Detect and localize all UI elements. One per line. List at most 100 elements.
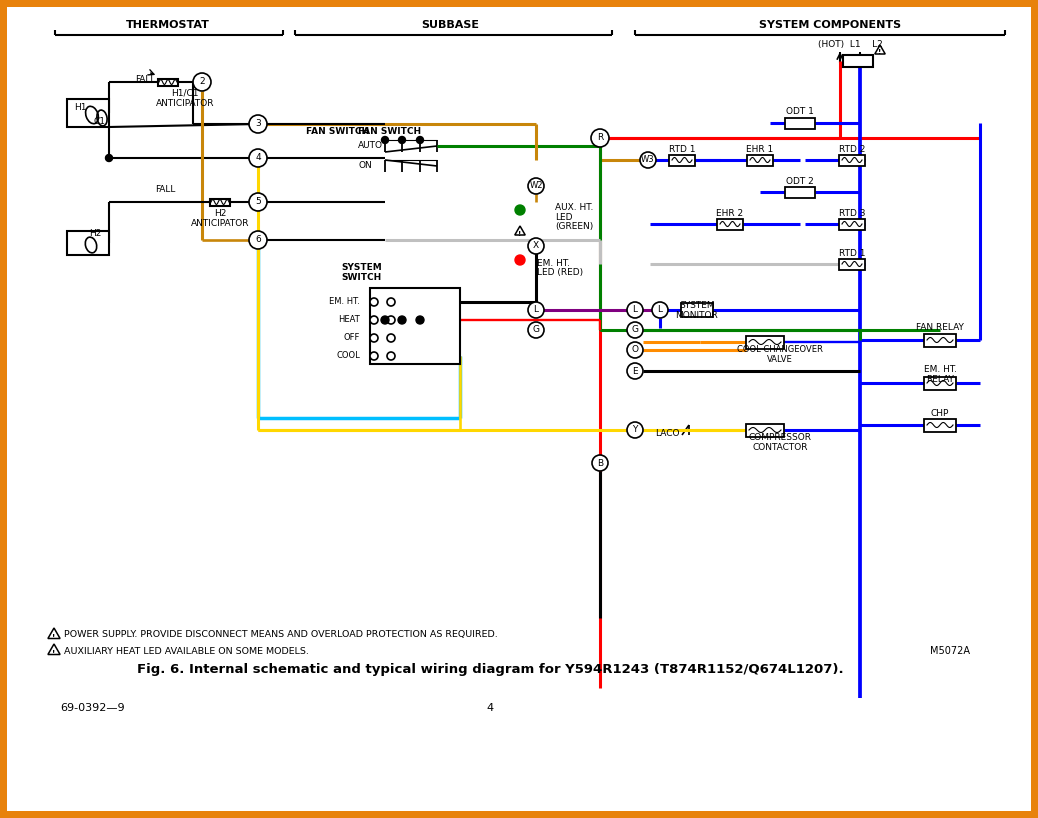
Text: 2: 2 (199, 78, 204, 87)
Text: EHR 2: EHR 2 (716, 209, 743, 218)
Text: LED (RED): LED (RED) (537, 268, 583, 277)
Text: O: O (631, 345, 638, 354)
Polygon shape (48, 628, 60, 639)
Bar (370, 288, 460, 364)
Circle shape (627, 322, 643, 338)
Bar (670, 155, 695, 165)
Text: 5: 5 (255, 197, 261, 206)
Text: ANTICIPATOR: ANTICIPATOR (191, 218, 249, 227)
Text: 4: 4 (487, 703, 493, 713)
Text: RTD 1: RTD 1 (839, 249, 866, 258)
Bar (67, 231, 109, 255)
Bar (924, 419, 956, 432)
Text: MONITOR: MONITOR (676, 311, 718, 320)
Text: Y: Y (632, 425, 637, 434)
Circle shape (387, 352, 395, 360)
Text: 6: 6 (255, 236, 261, 245)
Circle shape (387, 316, 395, 324)
Circle shape (249, 193, 267, 211)
Text: H2: H2 (214, 209, 226, 218)
Bar (924, 334, 956, 347)
Circle shape (627, 342, 643, 358)
Text: POWER SUPPLY. PROVIDE DISCONNECT MEANS AND OVERLOAD PROTECTION AS REQUIRED.: POWER SUPPLY. PROVIDE DISCONNECT MEANS A… (64, 631, 498, 640)
Circle shape (515, 255, 525, 265)
Circle shape (528, 302, 544, 318)
Bar (210, 199, 230, 205)
Circle shape (528, 238, 544, 254)
Circle shape (106, 155, 112, 161)
Bar (746, 424, 784, 437)
Polygon shape (875, 45, 885, 54)
Circle shape (387, 298, 395, 306)
Circle shape (652, 302, 668, 318)
Text: B: B (597, 459, 603, 468)
Text: AUTO: AUTO (357, 142, 382, 151)
Text: AUX. HT.: AUX. HT. (555, 204, 594, 213)
Circle shape (249, 231, 267, 249)
Text: !: ! (52, 649, 56, 656)
Text: H1/C1: H1/C1 (171, 88, 198, 97)
Text: COOL: COOL (336, 352, 360, 361)
Circle shape (399, 137, 406, 143)
Text: G: G (631, 326, 638, 335)
Bar (785, 118, 815, 128)
Circle shape (416, 137, 424, 143)
Bar (839, 218, 865, 230)
Text: W3: W3 (641, 155, 655, 164)
Text: FALL: FALL (135, 75, 156, 84)
Circle shape (627, 363, 643, 379)
Bar (924, 376, 956, 389)
Text: W2: W2 (529, 182, 543, 191)
Polygon shape (48, 644, 60, 654)
Text: AUXILIARY HEAT LED AVAILABLE ON SOME MODELS.: AUXILIARY HEAT LED AVAILABLE ON SOME MOD… (64, 646, 309, 655)
Text: LED: LED (555, 213, 573, 222)
Text: OFF: OFF (344, 334, 360, 343)
Bar (67, 99, 109, 127)
Bar (158, 79, 177, 86)
Text: ODT 2: ODT 2 (786, 177, 814, 186)
Text: COMPRESSOR: COMPRESSOR (748, 434, 812, 443)
Text: FAN RELAY: FAN RELAY (917, 323, 964, 332)
Circle shape (591, 129, 609, 147)
Text: VALVE: VALVE (767, 354, 793, 363)
Bar (681, 303, 713, 317)
Circle shape (627, 422, 643, 438)
Text: H1: H1 (74, 104, 86, 113)
Text: Fig. 6. Internal schematic and typical wiring diagram for Y594R1243 (T874R1152/Q: Fig. 6. Internal schematic and typical w… (137, 663, 843, 676)
Circle shape (193, 73, 211, 91)
Circle shape (515, 205, 525, 215)
Text: L: L (657, 305, 662, 314)
Text: !: ! (878, 50, 881, 56)
Text: FAN SWITCH: FAN SWITCH (358, 128, 421, 137)
Text: ON: ON (358, 161, 372, 170)
Text: R: R (597, 133, 603, 142)
Circle shape (106, 155, 112, 161)
Text: M5072A: M5072A (930, 646, 969, 656)
Circle shape (382, 137, 388, 143)
Text: RTD 3: RTD 3 (839, 209, 866, 218)
Circle shape (387, 334, 395, 342)
Text: EM. HT.: EM. HT. (924, 366, 956, 375)
Text: LACO: LACO (655, 429, 679, 438)
Bar (746, 335, 784, 348)
Text: E: E (632, 366, 637, 375)
Text: FALL: FALL (155, 186, 175, 195)
Text: SYSTEM: SYSTEM (679, 302, 715, 311)
Text: RTD 2: RTD 2 (839, 145, 866, 154)
Bar (843, 55, 873, 67)
Text: SYSTEM COMPONENTS: SYSTEM COMPONENTS (759, 20, 901, 30)
Circle shape (398, 316, 406, 324)
Circle shape (528, 178, 544, 194)
Text: G: G (532, 326, 540, 335)
Text: SYSTEM: SYSTEM (342, 263, 382, 272)
Text: EM. HT.: EM. HT. (329, 298, 360, 307)
Circle shape (370, 298, 378, 306)
Text: THERMOSTAT: THERMOSTAT (126, 20, 210, 30)
Text: L: L (632, 305, 637, 314)
Text: ODT 1: ODT 1 (786, 107, 814, 116)
Bar (785, 187, 815, 197)
Text: H2: H2 (89, 228, 101, 237)
Text: (GREEN): (GREEN) (555, 222, 594, 231)
Text: RTD 1: RTD 1 (668, 145, 695, 154)
Text: HEAT: HEAT (338, 316, 360, 325)
